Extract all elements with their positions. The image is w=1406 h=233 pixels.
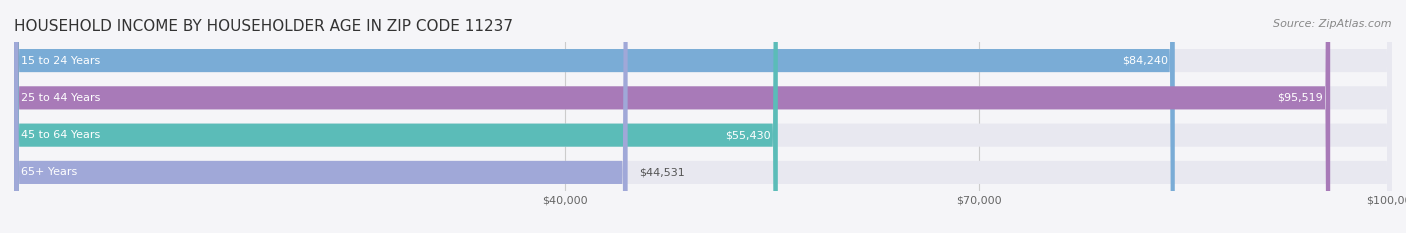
- Text: 45 to 64 Years: 45 to 64 Years: [21, 130, 100, 140]
- Text: $55,430: $55,430: [725, 130, 770, 140]
- Text: 65+ Years: 65+ Years: [21, 168, 77, 177]
- FancyBboxPatch shape: [14, 0, 1175, 233]
- Text: Source: ZipAtlas.com: Source: ZipAtlas.com: [1274, 19, 1392, 29]
- Text: $44,531: $44,531: [638, 168, 685, 177]
- Text: $84,240: $84,240: [1122, 56, 1168, 65]
- FancyBboxPatch shape: [14, 0, 1392, 233]
- FancyBboxPatch shape: [14, 0, 1392, 233]
- FancyBboxPatch shape: [14, 0, 1330, 233]
- FancyBboxPatch shape: [14, 0, 1392, 233]
- Text: HOUSEHOLD INCOME BY HOUSEHOLDER AGE IN ZIP CODE 11237: HOUSEHOLD INCOME BY HOUSEHOLDER AGE IN Z…: [14, 19, 513, 34]
- FancyBboxPatch shape: [14, 0, 778, 233]
- Text: 15 to 24 Years: 15 to 24 Years: [21, 56, 100, 65]
- FancyBboxPatch shape: [14, 0, 1392, 233]
- Text: 25 to 44 Years: 25 to 44 Years: [21, 93, 100, 103]
- FancyBboxPatch shape: [14, 0, 627, 233]
- Text: $95,519: $95,519: [1278, 93, 1323, 103]
